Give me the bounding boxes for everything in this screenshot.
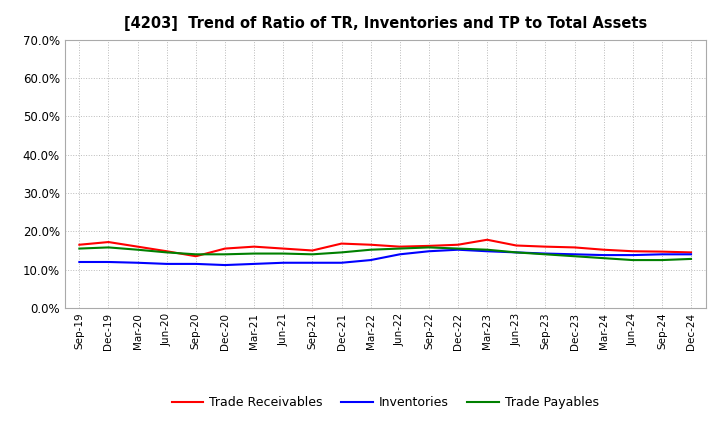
Inventories [133, 260, 142, 265]
Trade Payables [629, 257, 637, 263]
Trade Payables [220, 252, 229, 257]
Trade Receivables [104, 239, 113, 245]
Trade Receivables [425, 243, 433, 249]
Trade Payables [657, 257, 666, 263]
Trade Payables [104, 245, 113, 250]
Trade Receivables [395, 244, 404, 249]
Inventories [395, 252, 404, 257]
Trade Receivables [163, 249, 171, 254]
Trade Receivables [454, 242, 462, 247]
Line: Inventories: Inventories [79, 250, 691, 265]
Inventories [454, 247, 462, 253]
Inventories [483, 249, 492, 254]
Trade Receivables [250, 244, 258, 249]
Line: Trade Payables: Trade Payables [79, 247, 691, 260]
Inventories [75, 259, 84, 264]
Trade Receivables [75, 242, 84, 247]
Inventories [250, 261, 258, 267]
Trade Receivables [483, 237, 492, 242]
Trade Receivables [308, 248, 317, 253]
Trade Receivables [279, 246, 287, 251]
Inventories [425, 249, 433, 254]
Inventories [163, 261, 171, 267]
Trade Receivables [599, 247, 608, 253]
Trade Receivables [657, 249, 666, 254]
Trade Payables [599, 256, 608, 261]
Trade Payables [425, 245, 433, 250]
Inventories [599, 253, 608, 258]
Inventories [570, 252, 579, 257]
Inventories [104, 259, 113, 264]
Inventories [512, 250, 521, 255]
Trade Payables [687, 256, 696, 261]
Inventories [220, 262, 229, 268]
Trade Payables [570, 253, 579, 259]
Trade Payables [192, 252, 200, 257]
Inventories [687, 252, 696, 257]
Inventories [366, 257, 375, 263]
Trade Receivables [570, 245, 579, 250]
Trade Receivables [133, 244, 142, 249]
Line: Trade Receivables: Trade Receivables [79, 240, 691, 256]
Trade Receivables [687, 250, 696, 255]
Trade Receivables [512, 243, 521, 248]
Inventories [192, 261, 200, 267]
Inventories [279, 260, 287, 265]
Trade Payables [454, 246, 462, 251]
Inventories [657, 252, 666, 257]
Trade Payables [337, 250, 346, 255]
Trade Payables [75, 246, 84, 251]
Trade Receivables [366, 242, 375, 247]
Trade Payables [366, 247, 375, 253]
Trade Receivables [192, 253, 200, 259]
Legend: Trade Receivables, Inventories, Trade Payables: Trade Receivables, Inventories, Trade Pa… [166, 392, 604, 414]
Trade Receivables [337, 241, 346, 246]
Title: [4203]  Trend of Ratio of TR, Inventories and TP to Total Assets: [4203] Trend of Ratio of TR, Inventories… [124, 16, 647, 32]
Inventories [308, 260, 317, 265]
Trade Payables [250, 251, 258, 256]
Trade Receivables [220, 246, 229, 251]
Trade Receivables [541, 244, 550, 249]
Inventories [629, 253, 637, 258]
Trade Payables [483, 247, 492, 253]
Trade Payables [541, 252, 550, 257]
Trade Payables [133, 247, 142, 253]
Trade Payables [308, 252, 317, 257]
Trade Payables [279, 251, 287, 256]
Trade Payables [395, 246, 404, 251]
Inventories [337, 260, 346, 265]
Inventories [541, 251, 550, 256]
Trade Payables [163, 250, 171, 255]
Trade Payables [512, 250, 521, 255]
Trade Receivables [629, 249, 637, 254]
